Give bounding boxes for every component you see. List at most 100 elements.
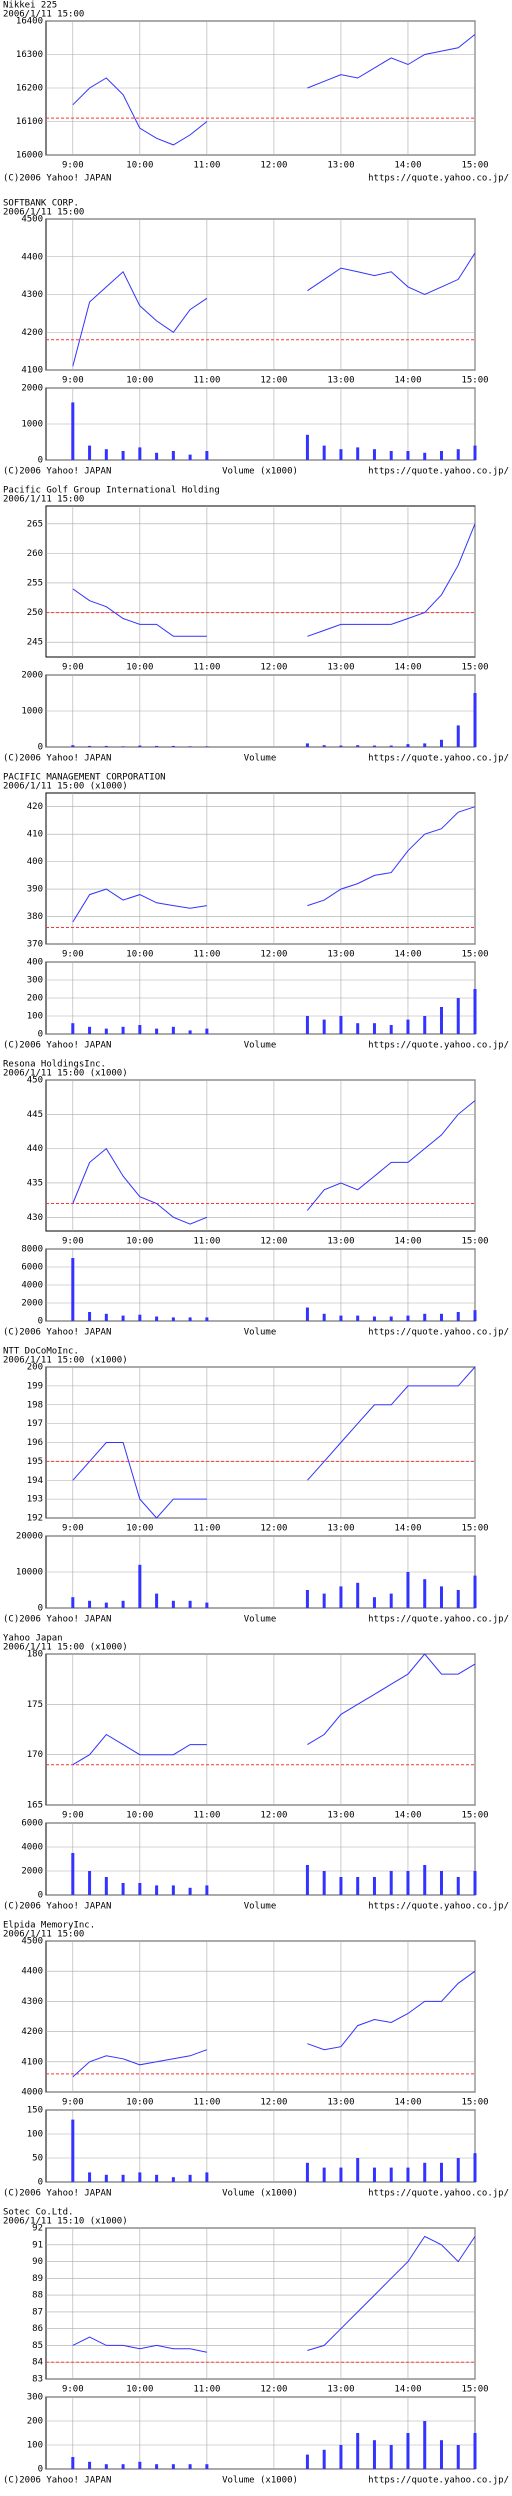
x-tick-label: 11:00: [193, 950, 220, 960]
y-tick-label: 0: [38, 1317, 43, 1327]
y-tick-label: 4200: [21, 328, 43, 338]
x-tick-label: 12:00: [260, 376, 287, 386]
chart-title: Elpida MemoryInc.: [3, 1921, 95, 1931]
volume-bar: [322, 1313, 326, 1321]
y-tick-label: 100: [27, 2130, 43, 2140]
y-tick-label: 2000: [21, 1299, 43, 1309]
volume-bar: [406, 744, 410, 747]
y-tick-label: 86: [32, 2324, 43, 2334]
volume-bar: [138, 1883, 142, 1895]
volume-bar: [356, 447, 360, 460]
volume-bar: [71, 745, 75, 747]
y-tick-label: 0: [38, 2178, 43, 2188]
source-url: https://quote.yahoo.co.jp/: [368, 467, 509, 477]
y-tick-label: 16000: [16, 151, 43, 161]
y-tick-label: 445: [27, 1110, 43, 1120]
chart-subtitle: 2006/1/11 15:00: [3, 1930, 84, 1940]
volume-bar: [205, 1602, 209, 1608]
y-tick-label: 450: [27, 1076, 43, 1086]
x-tick-label: 12:00: [260, 950, 287, 960]
y-tick-label: 16100: [16, 117, 43, 127]
x-tick-label: 14:00: [394, 1811, 421, 1821]
volume-bar: [305, 743, 309, 747]
volume-bar: [473, 2433, 477, 2469]
volume-bar: [188, 454, 192, 460]
volume-bar: [456, 1312, 460, 1321]
volume-label: Volume: [244, 1615, 277, 1625]
y-tick-label: 300: [27, 976, 43, 986]
x-tick-label: 14:00: [394, 161, 421, 171]
y-tick-label: 89: [32, 2274, 43, 2284]
volume-bar: [473, 693, 477, 747]
volume-bar: [71, 2119, 75, 2182]
y-tick-label: 420: [27, 802, 43, 812]
volume-bar: [138, 2172, 142, 2182]
chart-subtitle: 2006/1/11 15:10 (x1000): [3, 2217, 128, 2227]
x-tick-label: 9:00: [62, 663, 84, 673]
volume-bar: [456, 1877, 460, 1895]
chart-title: Sotec Co.Ltd.: [3, 2208, 73, 2218]
volume-bar: [423, 2421, 427, 2469]
volume-bar: [104, 2174, 108, 2182]
x-tick-label: 10:00: [126, 663, 153, 673]
volume-bar: [88, 2172, 92, 2182]
volume-bar: [439, 2162, 443, 2182]
y-tick-label: 200: [27, 2417, 43, 2427]
chart-subtitle: 2006/1/11 15:00 (x1000): [3, 1069, 128, 1079]
volume-bar: [406, 1871, 410, 1895]
price-line: [72, 523, 476, 637]
chart-subtitle: 2006/1/11 15:00: [3, 495, 84, 505]
volume-bar: [356, 2158, 360, 2182]
volume-bar: [372, 745, 376, 747]
volume-label: Volume (x1000): [222, 467, 298, 477]
volume-bar: [171, 1885, 175, 1895]
volume-bar: [406, 2433, 410, 2469]
volume-bar: [171, 2177, 175, 2182]
x-tick-label: 10:00: [126, 1237, 153, 1247]
volume-bar: [372, 1023, 376, 1034]
volume-bar: [188, 2174, 192, 2182]
y-tick-label: 193: [27, 1495, 43, 1505]
volume-bar: [389, 1871, 393, 1895]
y-tick-label: 4000: [21, 1843, 43, 1853]
chart-title: PACIFIC MANAGEMENT CORPORATION: [3, 773, 166, 783]
stock-panel: SOFTBANK CORP.2006/1/11 15:00 4100 4200 430…: [3, 199, 509, 477]
y-tick-label: 1000: [21, 420, 43, 430]
y-tick-label: 370: [27, 940, 43, 950]
x-tick-label: 9:00: [62, 1524, 84, 1534]
x-tick-label: 12:00: [260, 2098, 287, 2108]
volume-bar: [322, 2167, 326, 2182]
x-tick-label: 13:00: [327, 950, 354, 960]
volume-bar: [305, 1865, 309, 1895]
volume-bar: [356, 1315, 360, 1321]
volume-label: Volume: [244, 754, 277, 764]
x-tick-label: 12:00: [260, 1237, 287, 1247]
price-line: [72, 806, 476, 923]
x-tick-label: 10:00: [126, 950, 153, 960]
y-tick-label: 4400: [21, 252, 43, 262]
price-line: [72, 252, 476, 367]
y-tick-label: 91: [32, 2240, 43, 2250]
y-tick-label: 250: [27, 608, 43, 618]
volume-label: Volume: [244, 1328, 277, 1338]
volume-bar: [104, 1602, 108, 1608]
volume-bar: [205, 746, 209, 747]
volume-bar: [356, 1877, 360, 1895]
x-tick-label: 10:00: [126, 2098, 153, 2108]
source-url: https://quote.yahoo.co.jp/: [368, 2189, 509, 2199]
chart-title: Resona HoldingsInc.: [3, 1060, 106, 1070]
x-tick-label: 14:00: [394, 950, 421, 960]
volume-bar: [339, 745, 343, 747]
chart-title: Nikkei 225: [3, 1, 57, 11]
volume-bar: [473, 1871, 477, 1895]
plot-frame: [45, 2227, 476, 2380]
volume-bar: [356, 1023, 360, 1034]
volume-label: Volume (x1000): [222, 2476, 298, 2486]
volume-bar: [155, 1885, 159, 1895]
y-tick-label: 430: [27, 1213, 43, 1223]
volume-bar: [439, 739, 443, 747]
y-tick-label: 199: [27, 1381, 43, 1391]
y-tick-label: 8000: [21, 1245, 43, 1255]
y-tick-label: 83: [32, 2375, 43, 2385]
